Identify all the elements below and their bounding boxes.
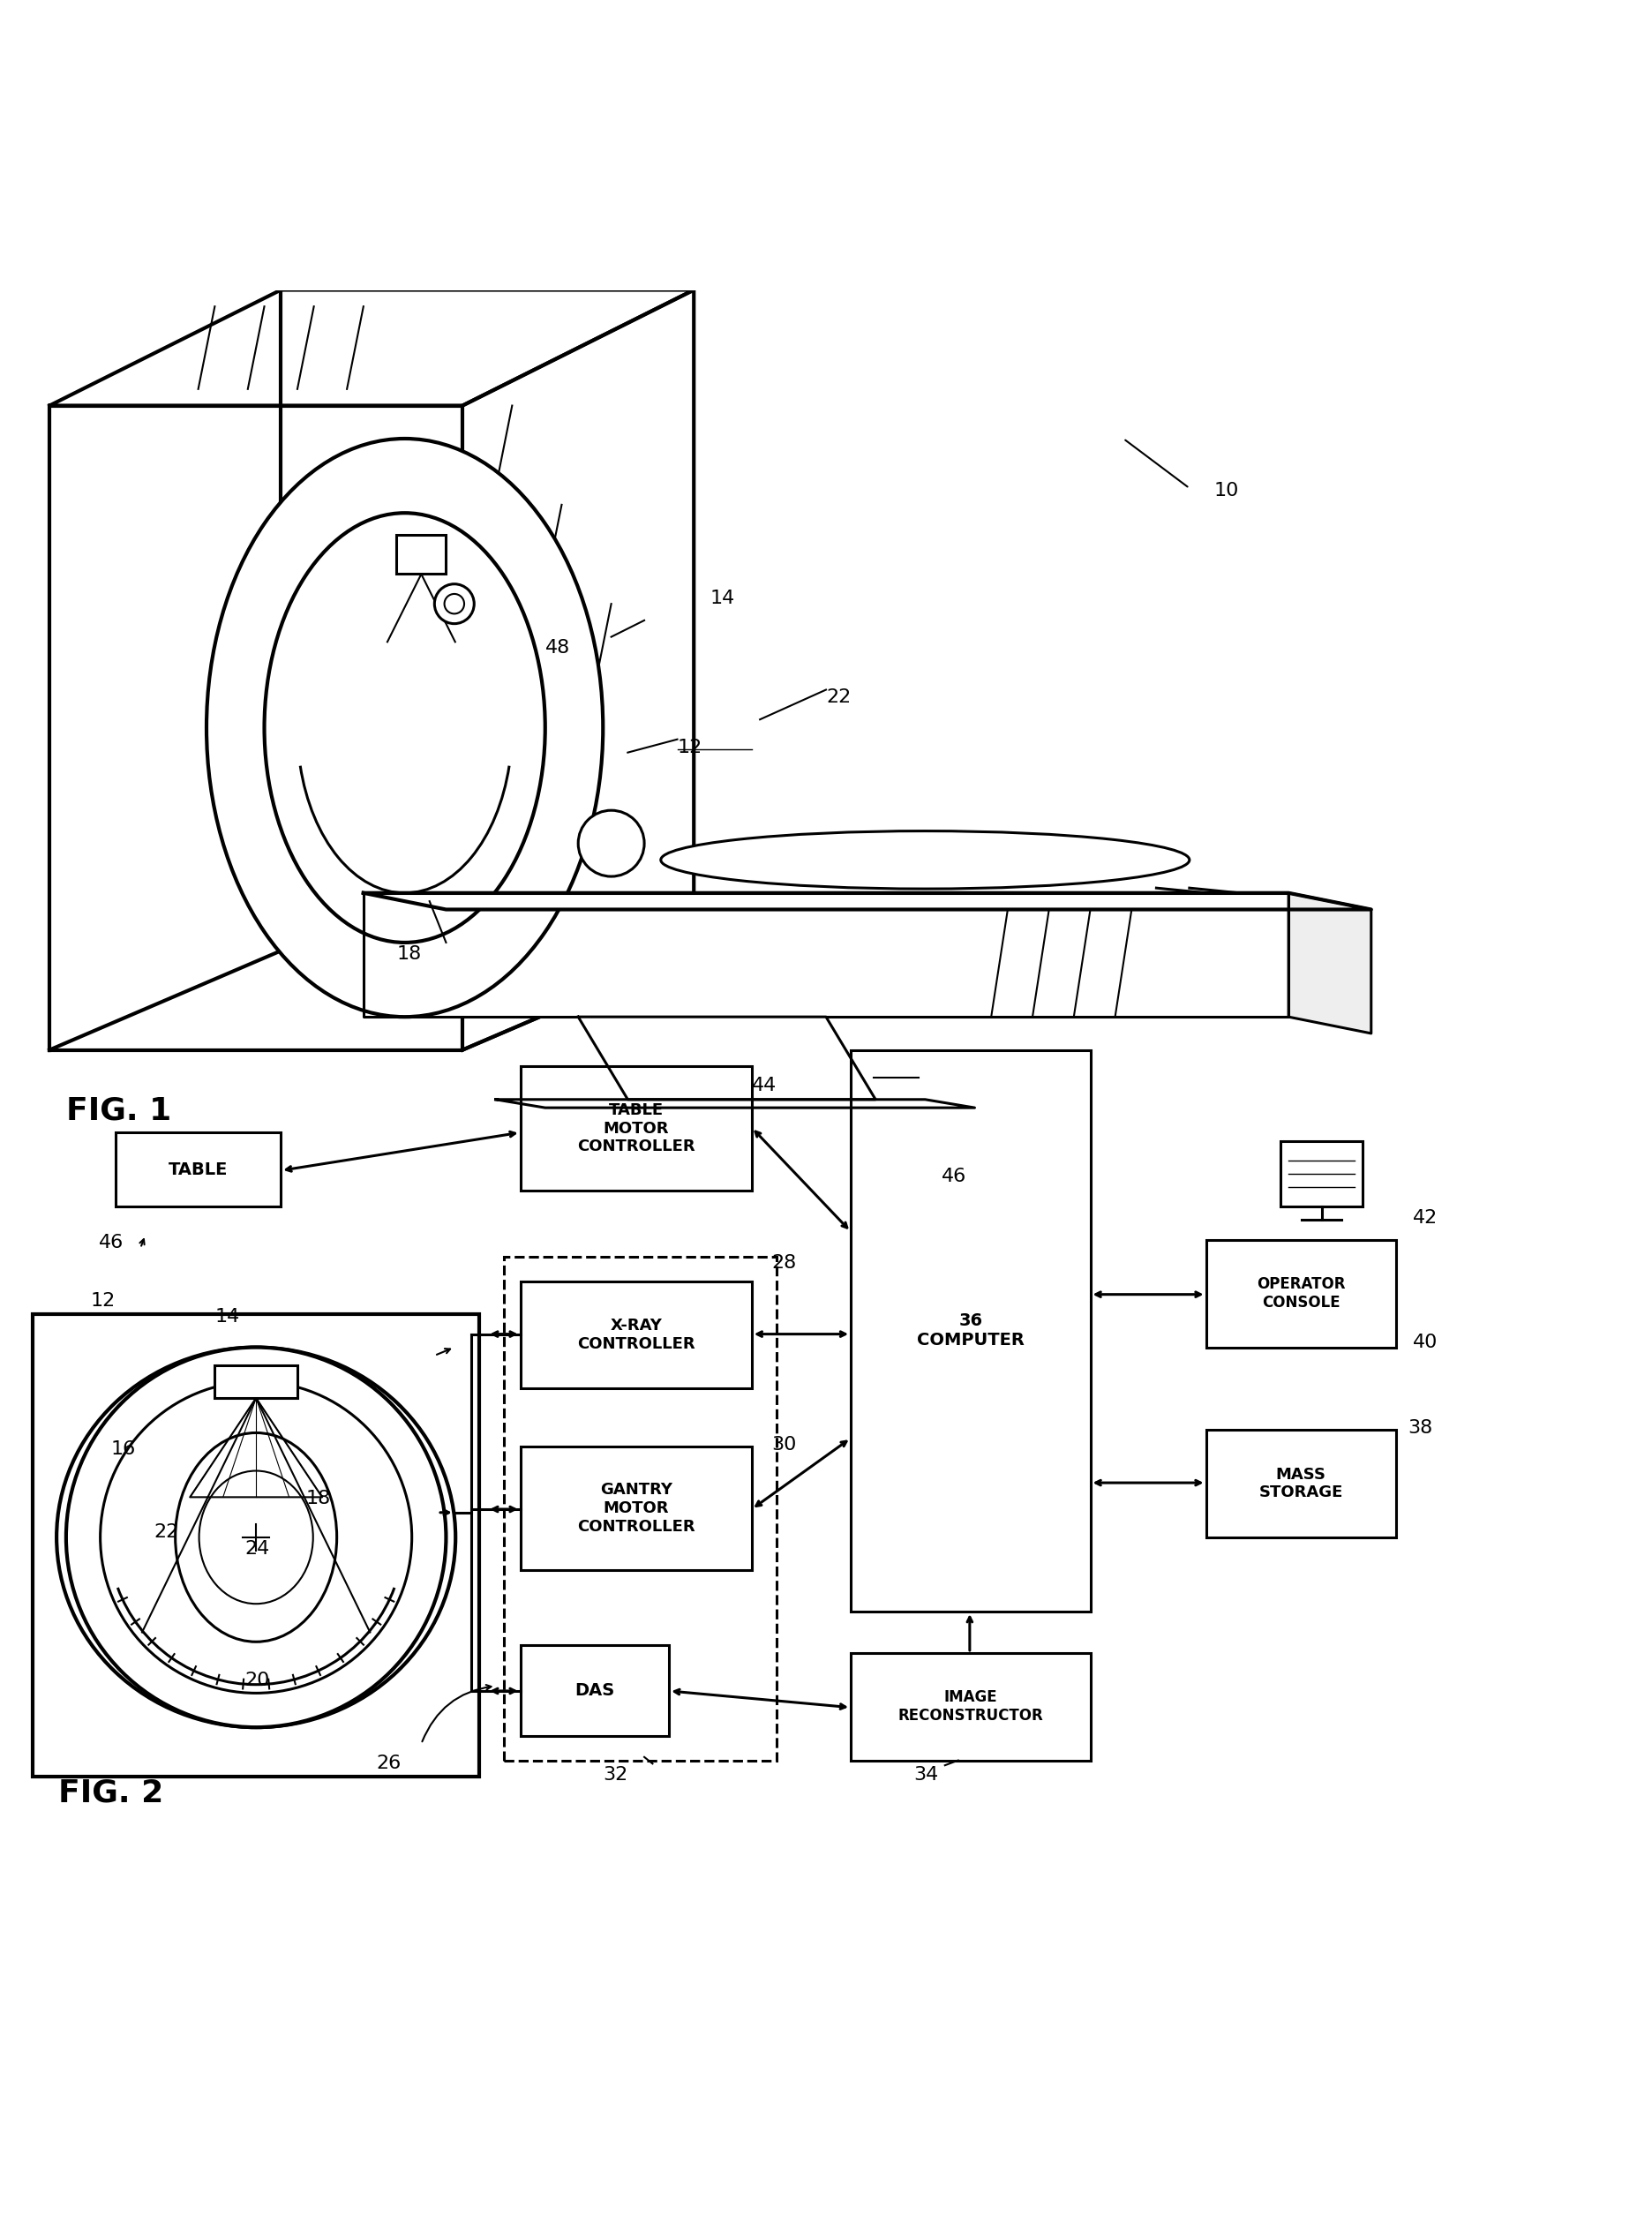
Text: IMAGE
RECONSTRUCTOR: IMAGE RECONSTRUCTOR xyxy=(897,1690,1044,1723)
Text: MASS
STORAGE: MASS STORAGE xyxy=(1259,1466,1343,1500)
Ellipse shape xyxy=(264,513,545,942)
Text: 22: 22 xyxy=(826,690,851,708)
Ellipse shape xyxy=(578,810,644,877)
FancyBboxPatch shape xyxy=(520,1067,752,1190)
Text: 12: 12 xyxy=(91,1292,116,1310)
Polygon shape xyxy=(496,1100,975,1107)
Text: 28: 28 xyxy=(771,1254,796,1272)
Text: 32: 32 xyxy=(603,1766,628,1783)
FancyBboxPatch shape xyxy=(116,1132,281,1208)
Text: 48: 48 xyxy=(545,638,570,656)
Text: 24: 24 xyxy=(244,1540,269,1558)
FancyBboxPatch shape xyxy=(1206,1431,1396,1538)
Text: X-RAY
CONTROLLER: X-RAY CONTROLLER xyxy=(577,1317,695,1353)
Text: 30: 30 xyxy=(771,1435,796,1453)
Text: 16: 16 xyxy=(111,1440,135,1457)
Text: 12: 12 xyxy=(677,739,702,757)
Text: 18: 18 xyxy=(396,944,421,962)
Circle shape xyxy=(444,594,464,614)
Ellipse shape xyxy=(206,440,603,1018)
Circle shape xyxy=(434,585,474,623)
Text: 18: 18 xyxy=(306,1491,330,1509)
FancyBboxPatch shape xyxy=(520,1281,752,1388)
Text: GANTRY
MOTOR
CONTROLLER: GANTRY MOTOR CONTROLLER xyxy=(577,1482,695,1536)
Polygon shape xyxy=(363,893,1371,908)
Polygon shape xyxy=(363,893,1289,1018)
FancyBboxPatch shape xyxy=(520,1645,669,1736)
FancyBboxPatch shape xyxy=(396,533,446,574)
Text: 40: 40 xyxy=(1412,1333,1437,1350)
Ellipse shape xyxy=(661,830,1189,888)
FancyBboxPatch shape xyxy=(215,1366,297,1397)
Polygon shape xyxy=(578,1018,876,1100)
FancyBboxPatch shape xyxy=(33,1315,479,1777)
Text: 14: 14 xyxy=(710,589,735,607)
Text: 10: 10 xyxy=(1214,482,1239,500)
FancyBboxPatch shape xyxy=(1206,1241,1396,1348)
Text: 38: 38 xyxy=(1408,1420,1432,1437)
FancyBboxPatch shape xyxy=(1280,1141,1363,1208)
Ellipse shape xyxy=(56,1348,456,1728)
Text: 14: 14 xyxy=(215,1308,240,1326)
Text: 46: 46 xyxy=(942,1167,966,1185)
FancyBboxPatch shape xyxy=(520,1446,752,1571)
Text: 44: 44 xyxy=(752,1078,776,1094)
FancyBboxPatch shape xyxy=(851,1049,1090,1612)
Text: 34: 34 xyxy=(914,1766,938,1783)
Text: FIG. 2: FIG. 2 xyxy=(58,1779,164,1808)
Text: 46: 46 xyxy=(99,1234,124,1252)
Polygon shape xyxy=(1289,893,1371,1033)
Text: 22: 22 xyxy=(154,1522,178,1540)
Ellipse shape xyxy=(175,1433,337,1643)
Text: OPERATOR
CONSOLE: OPERATOR CONSOLE xyxy=(1257,1277,1345,1310)
FancyBboxPatch shape xyxy=(851,1654,1090,1761)
Text: 42: 42 xyxy=(1412,1210,1437,1228)
Text: TABLE: TABLE xyxy=(169,1161,228,1178)
Ellipse shape xyxy=(66,1348,446,1728)
Ellipse shape xyxy=(101,1382,411,1694)
Ellipse shape xyxy=(200,1471,314,1605)
Text: DAS: DAS xyxy=(575,1681,615,1699)
Text: 36
COMPUTER: 36 COMPUTER xyxy=(917,1312,1024,1348)
Text: TABLE
MOTOR
CONTROLLER: TABLE MOTOR CONTROLLER xyxy=(577,1103,695,1154)
Text: FIG. 1: FIG. 1 xyxy=(66,1096,172,1125)
Text: 20: 20 xyxy=(244,1672,269,1690)
Text: 26: 26 xyxy=(377,1754,401,1772)
